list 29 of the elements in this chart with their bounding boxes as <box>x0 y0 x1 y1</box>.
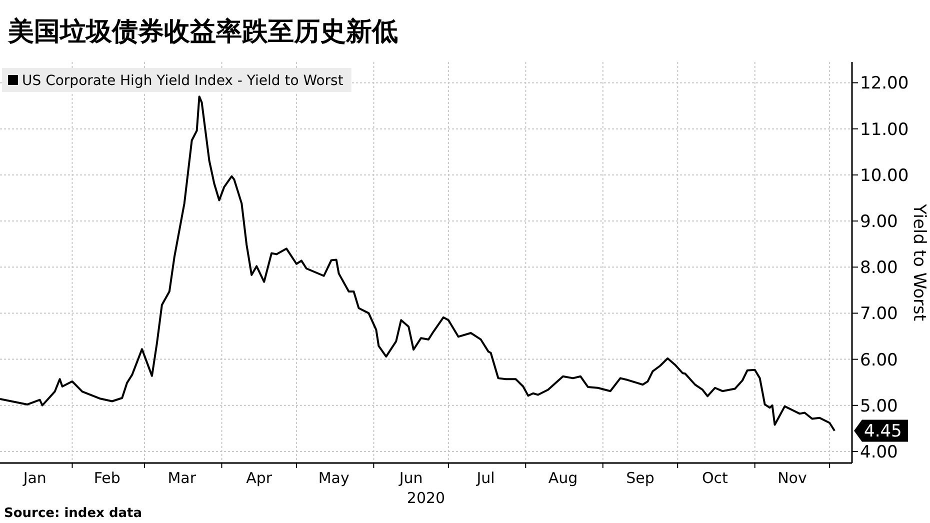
chart-title: 美国垃圾债券收益率跌至历史新低 <box>7 17 398 47</box>
y-tick-label: 12.00 <box>860 74 909 94</box>
x-tick-label: May <box>318 469 350 487</box>
legend-label: US Corporate High Yield Index - Yield to Worst <box>22 73 344 89</box>
x-tick-label: Mar <box>168 469 197 487</box>
x-axis-title: 2020 <box>406 489 446 507</box>
x-tick-label: Jul <box>476 469 495 487</box>
x-tick-label: Sep <box>626 469 654 487</box>
y-tick-label: 6.00 <box>860 350 898 370</box>
legend: US Corporate High Yield Index - Yield to Worst <box>2 68 352 92</box>
x-tick-label: Feb <box>94 469 120 487</box>
y-tick-label: 5.00 <box>860 396 898 416</box>
last-value-tag: 4.45 <box>854 420 908 442</box>
y-axis-title: Yield to Worst <box>909 202 929 322</box>
y-tick-label: 9.00 <box>860 212 898 232</box>
y-tick-label: 7.00 <box>860 304 898 324</box>
x-tick-label: Nov <box>778 469 807 487</box>
x-tick-label: Oct <box>702 469 728 487</box>
x-tick-label: Jun <box>398 469 423 487</box>
y-tick-label: 11.00 <box>860 120 909 140</box>
x-tick-label: Jan <box>22 469 46 487</box>
y-tick-label: 10.00 <box>860 166 909 186</box>
line-series <box>0 96 836 432</box>
text: Source: index data <box>4 506 142 521</box>
x-tick-label: Apr <box>246 469 273 487</box>
annotation: 4.45 <box>864 422 902 442</box>
y-tick-label: 8.00 <box>860 258 898 278</box>
x-tick-label: Aug <box>548 469 578 487</box>
y-tick-label: 4.00 <box>860 442 898 462</box>
